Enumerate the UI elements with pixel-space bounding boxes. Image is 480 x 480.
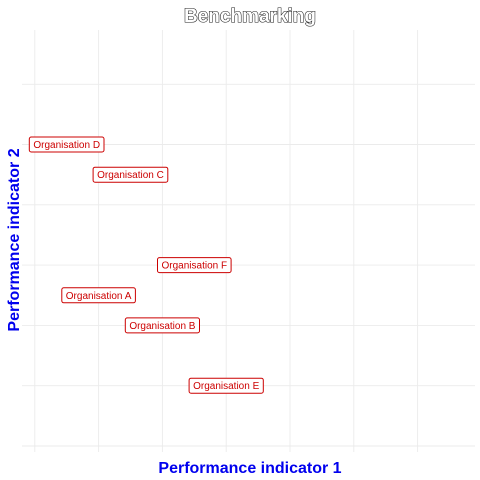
data-point-label-text: Organisation E <box>193 381 259 392</box>
data-point-label: Organisation E <box>188 377 264 394</box>
point-labels: Organisation A Organisation B Organisation… <box>28 136 264 394</box>
data-point-label-text: Organisation D <box>33 140 100 151</box>
data-point-label-text: Organisation A <box>66 291 132 302</box>
data-point-label-text: Organisation C <box>97 170 164 181</box>
data-point-label-box <box>28 136 105 153</box>
grid <box>22 30 475 452</box>
x-axis-label: Performance indicator 1 <box>158 460 341 477</box>
data-point-label-box <box>157 257 232 274</box>
data-point-label-text: Organisation B <box>129 321 195 332</box>
data-point-label: Organisation F <box>157 257 232 274</box>
data-point-label: Organisation D <box>28 136 105 153</box>
data-point-label: Organisation B <box>124 317 200 334</box>
y-axis-label: Performance indicator 2 <box>6 148 23 331</box>
data-point-label-box <box>61 287 136 304</box>
data-point-label: Organisation C <box>92 166 169 183</box>
data-point-label-box <box>124 317 200 334</box>
chart-title: Benchmarking <box>184 6 316 27</box>
data-point-label-text: Organisation F <box>162 261 228 272</box>
data-point-label-box <box>188 377 264 394</box>
data-point-label: Organisation A <box>61 287 136 304</box>
data-point-label-box <box>92 166 169 183</box>
